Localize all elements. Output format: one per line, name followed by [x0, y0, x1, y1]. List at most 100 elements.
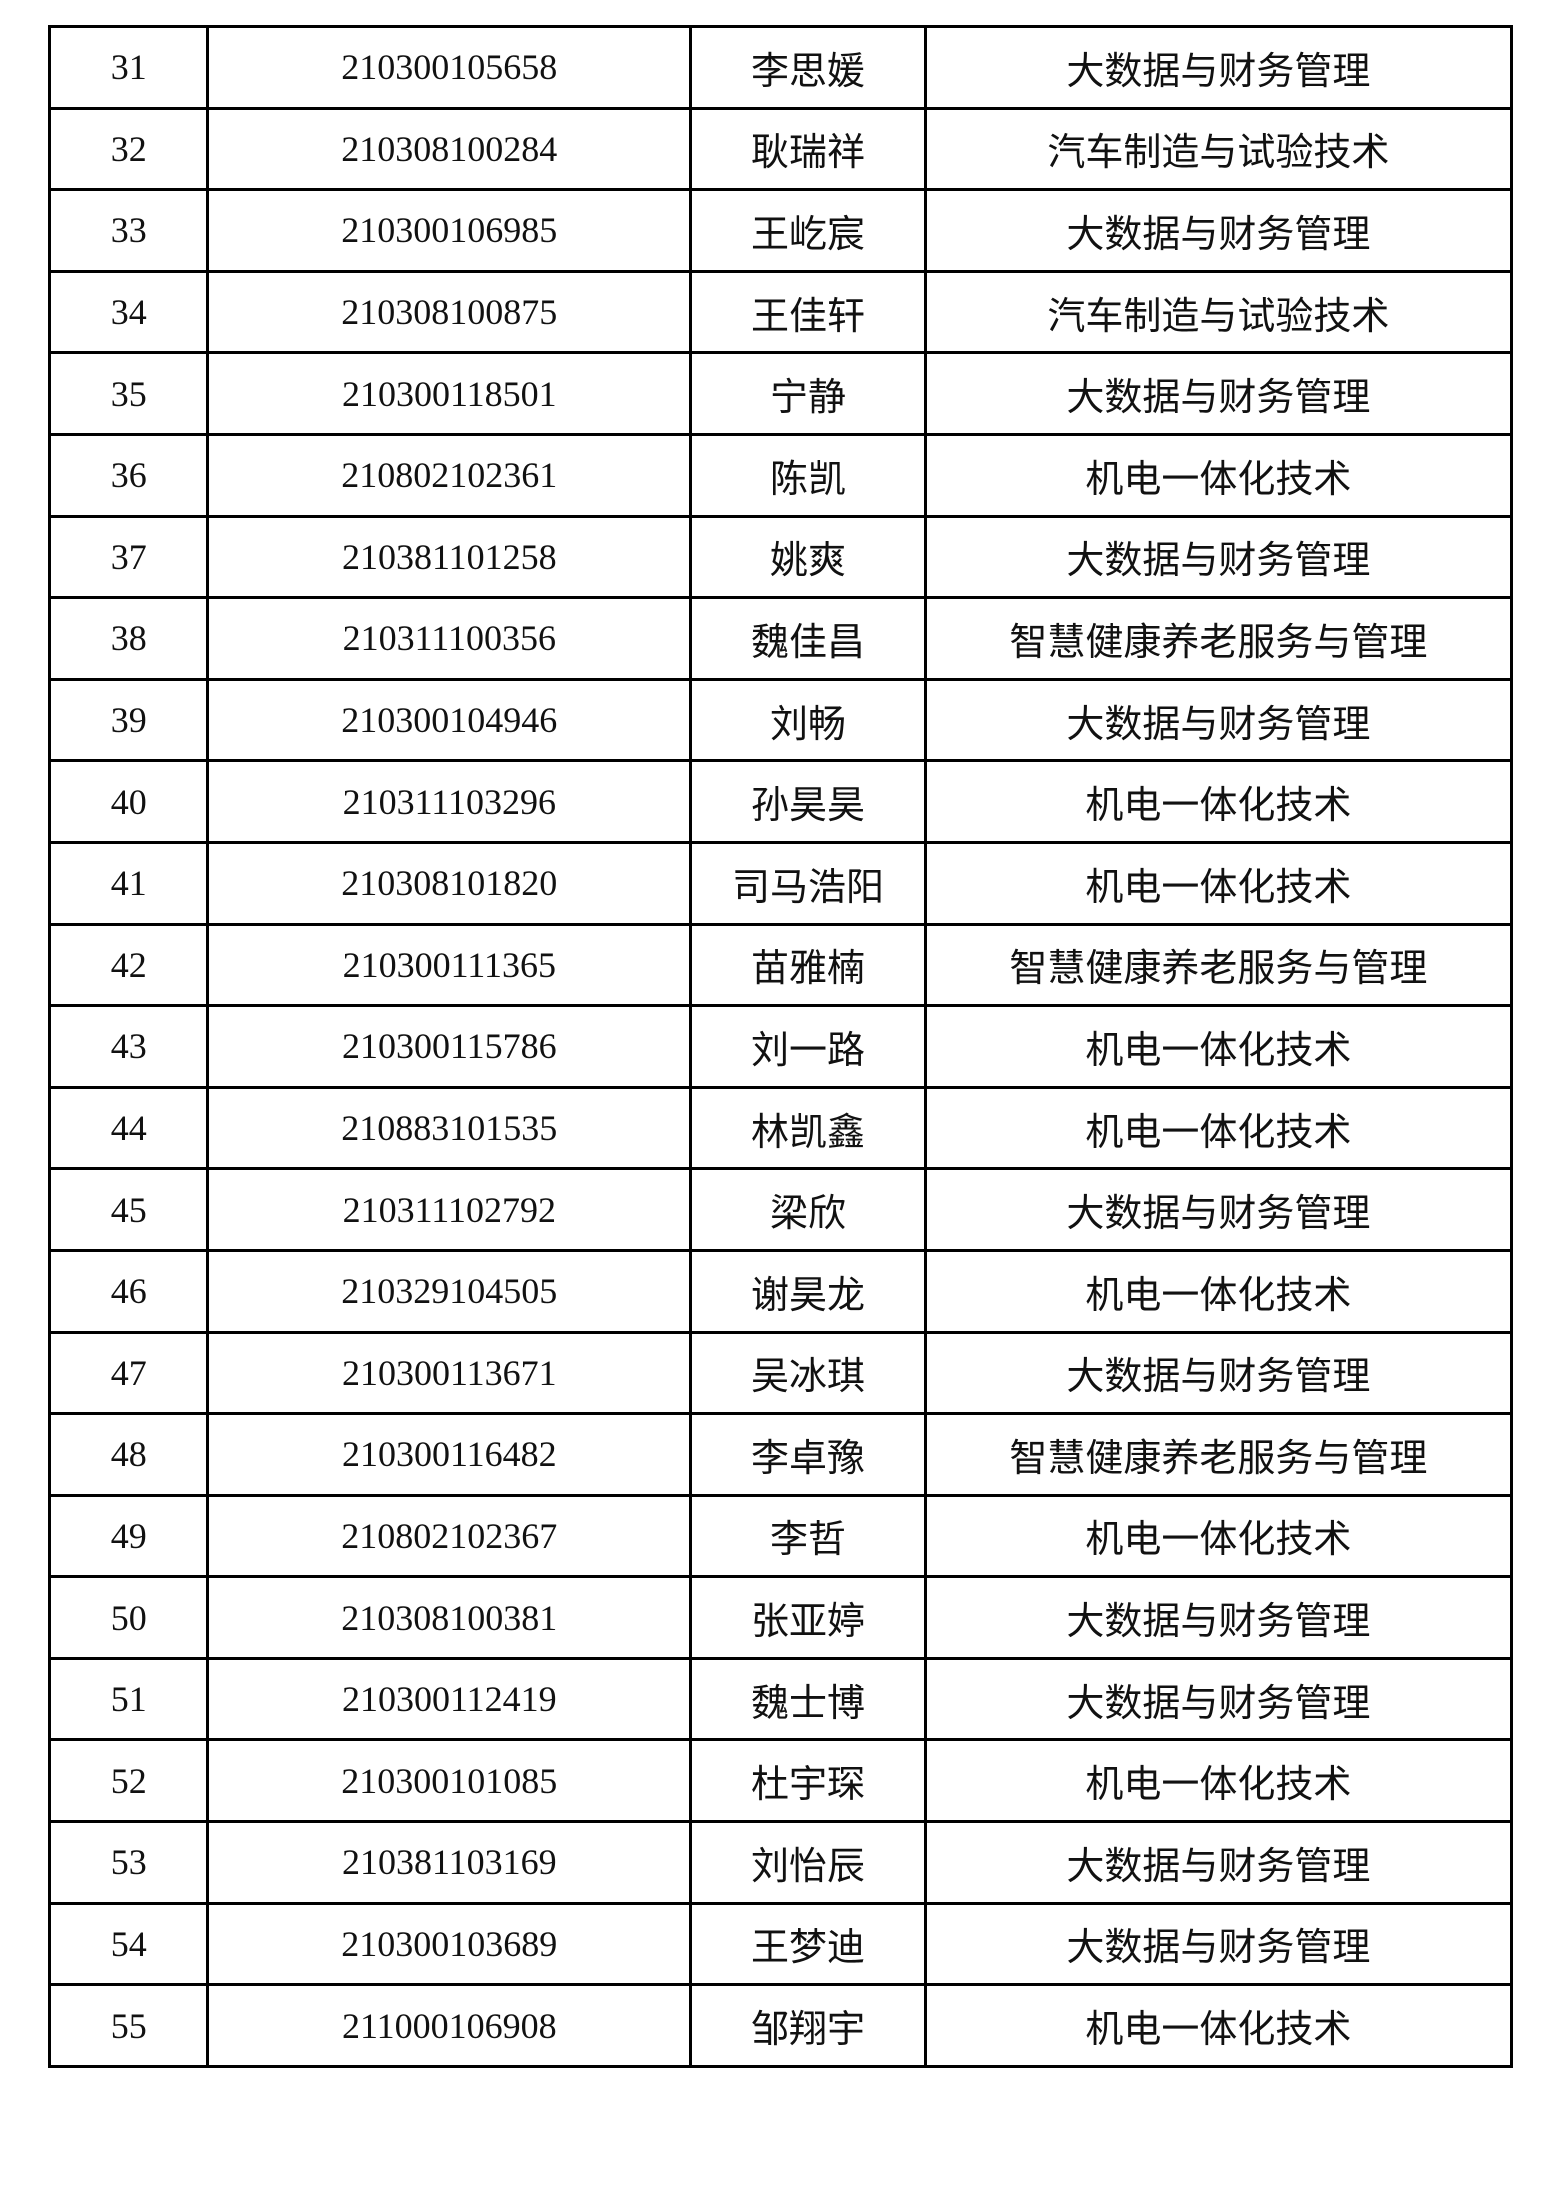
table-row: 42 210300111365 苗雅楠 智慧健康养老服务与管理 — [47, 922, 1514, 1008]
student-id-cell: 210381101258 — [206, 514, 693, 600]
row-number-cell: 52 — [47, 1738, 210, 1824]
table-row: 46 210329104505 谢昊龙 机电一体化技术 — [47, 1248, 1514, 1334]
student-id-cell: 210300111365 — [206, 922, 693, 1008]
major-cell: 大数据与财务管理 — [923, 1820, 1514, 1905]
student-name-cell: 杜宇琛 — [689, 1738, 927, 1824]
row-number-cell: 34 — [47, 269, 210, 355]
table-row: 35 210300118501 宁静 大数据与财务管理 — [47, 351, 1514, 436]
row-number-cell: 42 — [47, 922, 210, 1008]
student-name-cell: 宁静 — [689, 351, 927, 436]
student-name-cell: 魏士博 — [689, 1656, 927, 1742]
row-number-cell: 35 — [47, 351, 210, 436]
row-number-cell: 51 — [47, 1656, 210, 1742]
row-number-cell: 41 — [47, 840, 210, 926]
table-row: 52 210300101085 杜宇琛 机电一体化技术 — [47, 1738, 1514, 1824]
row-number-cell: 33 — [47, 188, 210, 273]
student-id-cell: 210311100356 — [206, 596, 693, 681]
row-number-cell: 46 — [47, 1248, 210, 1334]
table-row: 41 210308101820 司马浩阳 机电一体化技术 — [47, 840, 1514, 926]
table-row: 43 210300115786 刘一路 机电一体化技术 — [47, 1004, 1514, 1089]
major-cell: 大数据与财务管理 — [923, 1330, 1514, 1416]
row-number-cell: 48 — [47, 1412, 210, 1497]
student-id-cell: 210308100875 — [206, 269, 693, 355]
row-number-cell: 39 — [47, 677, 210, 763]
student-id-cell: 210300116482 — [206, 1412, 693, 1497]
student-id-cell: 210311103296 — [206, 759, 693, 844]
major-cell: 机电一体化技术 — [923, 1738, 1514, 1824]
major-cell: 汽车制造与试验技术 — [923, 106, 1514, 192]
row-number-cell: 37 — [47, 514, 210, 600]
row-number-cell: 45 — [47, 1167, 210, 1252]
table-row: 51 210300112419 魏士博 大数据与财务管理 — [47, 1656, 1514, 1742]
table-row: 39 210300104946 刘畅 大数据与财务管理 — [47, 677, 1514, 763]
major-cell: 大数据与财务管理 — [923, 351, 1514, 436]
table-row: 40 210311103296 孙昊昊 机电一体化技术 — [47, 759, 1514, 844]
major-cell: 大数据与财务管理 — [923, 1575, 1514, 1660]
table-row: 48 210300116482 李卓豫 智慧健康养老服务与管理 — [47, 1412, 1514, 1497]
major-cell: 大数据与财务管理 — [923, 188, 1514, 273]
student-id-cell: 211000106908 — [206, 1983, 693, 2068]
student-name-cell: 李思媛 — [689, 25, 927, 110]
major-cell: 大数据与财务管理 — [923, 1656, 1514, 1742]
table-row: 31 210300105658 李思媛 大数据与财务管理 — [47, 25, 1514, 110]
major-cell: 机电一体化技术 — [923, 1493, 1514, 1579]
major-cell: 大数据与财务管理 — [923, 1901, 1514, 1987]
row-number-cell: 38 — [47, 596, 210, 681]
major-cell: 机电一体化技术 — [923, 1085, 1514, 1171]
row-number-cell: 40 — [47, 759, 210, 844]
student-name-cell: 陈凯 — [689, 432, 927, 518]
table-row: 38 210311100356 魏佳昌 智慧健康养老服务与管理 — [47, 596, 1514, 681]
table-row: 47 210300113671 吴冰琪 大数据与财务管理 — [47, 1330, 1514, 1416]
row-number-cell: 49 — [47, 1493, 210, 1579]
student-name-cell: 刘畅 — [689, 677, 927, 763]
student-list-table: 31 210300105658 李思媛 大数据与财务管理 32 210308100284 耿… — [47, 25, 1514, 2068]
student-id-cell: 210308101820 — [206, 840, 693, 926]
student-id-cell: 210300104946 — [206, 677, 693, 763]
row-number-cell: 43 — [47, 1004, 210, 1089]
major-cell: 智慧健康养老服务与管理 — [923, 922, 1514, 1008]
row-number-cell: 55 — [47, 1983, 210, 2068]
student-id-cell: 210381103169 — [206, 1820, 693, 1905]
student-id-cell: 210300115786 — [206, 1004, 693, 1089]
table-row: 32 210308100284 耿瑞祥 汽车制造与试验技术 — [47, 106, 1514, 192]
table-row: 55 211000106908 邹翔宇 机电一体化技术 — [47, 1983, 1514, 2068]
student-name-cell: 邹翔宇 — [689, 1983, 927, 2068]
student-id-cell: 210329104505 — [206, 1248, 693, 1334]
table-row: 36 210802102361 陈凯 机电一体化技术 — [47, 432, 1514, 518]
major-cell: 汽车制造与试验技术 — [923, 269, 1514, 355]
table-row: 37 210381101258 姚爽 大数据与财务管理 — [47, 514, 1514, 600]
major-cell: 大数据与财务管理 — [923, 514, 1514, 600]
table-row: 44 210883101535 林凯鑫 机电一体化技术 — [47, 1085, 1514, 1171]
student-id-cell: 210883101535 — [206, 1085, 693, 1171]
student-name-cell: 司马浩阳 — [689, 840, 927, 926]
row-number-cell: 44 — [47, 1085, 210, 1171]
student-id-cell: 210300112419 — [206, 1656, 693, 1742]
student-id-cell: 210311102792 — [206, 1167, 693, 1252]
student-id-cell: 210300105658 — [206, 25, 693, 110]
major-cell: 智慧健康养老服务与管理 — [923, 596, 1514, 681]
major-cell: 机电一体化技术 — [923, 759, 1514, 844]
table-row: 53 210381103169 刘怡辰 大数据与财务管理 — [47, 1820, 1514, 1905]
student-name-cell: 李哲 — [689, 1493, 927, 1579]
table-row: 50 210308100381 张亚婷 大数据与财务管理 — [47, 1575, 1514, 1660]
table-row: 45 210311102792 梁欣 大数据与财务管理 — [47, 1167, 1514, 1252]
row-number-cell: 31 — [47, 25, 210, 110]
student-name-cell: 孙昊昊 — [689, 759, 927, 844]
student-id-cell: 210300106985 — [206, 188, 693, 273]
row-number-cell: 54 — [47, 1901, 210, 1987]
row-number-cell: 47 — [47, 1330, 210, 1416]
student-id-cell: 210308100284 — [206, 106, 693, 192]
student-id-cell: 210308100381 — [206, 1575, 693, 1660]
row-number-cell: 32 — [47, 106, 210, 192]
major-cell: 机电一体化技术 — [923, 1004, 1514, 1089]
student-name-cell: 刘一路 — [689, 1004, 927, 1089]
student-name-cell: 林凯鑫 — [689, 1085, 927, 1171]
row-number-cell: 36 — [47, 432, 210, 518]
table-row: 54 210300103689 王梦迪 大数据与财务管理 — [47, 1901, 1514, 1987]
student-id-cell: 210300103689 — [206, 1901, 693, 1987]
student-name-cell: 王屹宸 — [689, 188, 927, 273]
student-name-cell: 苗雅楠 — [689, 922, 927, 1008]
row-number-cell: 50 — [47, 1575, 210, 1660]
student-name-cell: 谢昊龙 — [689, 1248, 927, 1334]
major-cell: 大数据与财务管理 — [923, 1167, 1514, 1252]
